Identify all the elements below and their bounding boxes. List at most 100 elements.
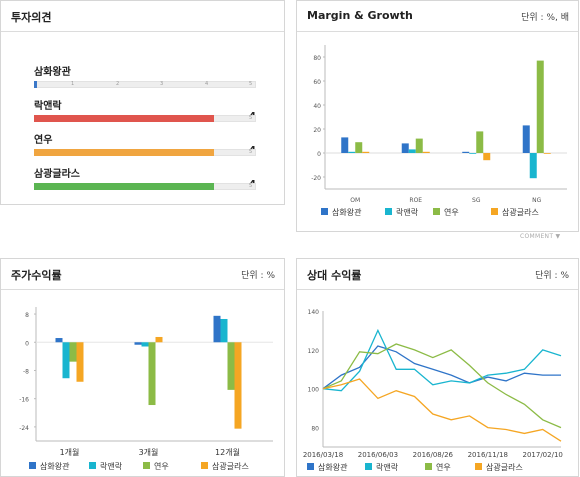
legend-swatch [425,463,432,470]
bar-series-1 [62,342,70,379]
opinion-tick-label: 5 [249,149,253,155]
legend-swatch [29,462,36,469]
margin-title: Margin & Growth [307,9,413,22]
bar-series-2 [476,131,484,153]
legend-label: 락앤락 [396,207,419,217]
bar-series-2 [227,342,235,390]
bar-series-3 [155,336,163,343]
line-series-2 [322,343,562,429]
legend-swatch [475,463,482,470]
legend-swatch [143,462,150,469]
opinion-bar-fill [34,81,37,88]
relative-header: 상대 수익률 단위 : % [297,259,578,290]
legend-label: 연우 [444,208,459,217]
opinion-tick-label: 5 [249,81,253,87]
y-tick-label: -20 [311,175,321,182]
opinion-bar-track: 1 2 3 4 5 [34,81,256,88]
opinion-header: 투자의견 [1,1,284,32]
margin-unit: 단위 : %, 배 [521,13,569,23]
margin-chart: -20 0 20 40 60 80 OM ROE SG NG 삼화왕관 락앤락 연우 삼광글라스 [311,45,567,217]
y-tick-label: 40 [313,103,321,110]
bar-series-2 [69,342,77,362]
bar-series-1 [469,153,477,154]
y-tick-label: 8 [25,312,29,319]
x-tick-label: 1개월 [60,447,80,457]
opinion-row-name: 삼광글라스 [34,169,80,180]
line-series-1 [322,328,562,392]
x-tick-label: ROE [409,197,422,204]
bar-series-3 [422,151,430,153]
legend-swatch [89,462,96,469]
bar-series-2 [415,138,423,153]
x-tick-label: 2016/06/03 [358,451,398,459]
bar-series-0 [55,338,63,343]
bar-series-3 [543,153,551,154]
bar-series-1 [408,149,416,153]
opinion-row-name: 락앤락 [34,101,62,112]
bar-series-3 [362,151,370,153]
legend-swatch [365,463,372,470]
x-tick-label: 2016/03/18 [303,451,343,459]
bar-series-2 [148,342,156,406]
stock-title: 주가수익률 [11,269,62,282]
y-tick-label: 120 [308,348,320,355]
line-series-3 [322,378,562,442]
opinion-bar-fill [34,149,214,156]
y-tick-label: -16 [19,397,29,404]
x-tick-label: 12개월 [215,447,240,457]
relative-panel: 상대 수익률 단위 : % 140 120 100 80 2016/03/18 2016/… [296,258,579,477]
opinion-title: 투자의견 [11,11,52,24]
chevron-down-icon: ▼ [555,233,561,240]
x-tick-label: 3개월 [139,447,159,457]
opinion-row-name: 삼화왕관 [34,67,71,78]
opinion-tick-label: 5 [249,115,253,121]
y-tick-label: 0 [317,151,321,158]
legend-label: 삼광글라스 [486,462,523,472]
y-tick-label: 80 [311,426,319,433]
bar-series-0 [213,315,221,343]
bar-series-2 [536,60,544,153]
opinion-bar-fill [34,115,214,122]
bar-series-1 [348,151,356,153]
legend-label: 삼화왕관 [332,207,362,217]
margin-header: Margin & Growth 단위 : %, 배 [297,1,578,32]
opinion-tick-label: 1 [71,81,75,87]
y-tick-label: -8 [23,368,29,375]
bar-series-1 [220,318,228,343]
x-tick-label: 2016/08/26 [413,451,454,459]
y-tick-label: 20 [313,127,321,134]
bar-series-3 [234,342,242,429]
y-tick-label: 100 [308,387,320,394]
y-tick-label: 80 [313,55,321,62]
bar-series-3 [76,342,84,382]
stock-header: 주가수익률 단위 : % [1,259,284,290]
legend-swatch [201,462,208,469]
legend-label: 삼화왕관 [318,462,348,472]
opinion-tick-label: 2 [116,81,120,87]
opinion-panel: 투자의견 삼화왕관12345락앤락412345연우412345삼광글라스4123… [0,0,285,205]
bar-series-2 [355,142,363,153]
bar-series-0 [462,151,470,153]
x-tick-label: 2017/02/10 [523,451,563,459]
y-tick-label: 0 [25,340,29,347]
stock-unit: 단위 : % [241,271,275,281]
opinion-bar-fill [34,183,214,190]
bar-series-0 [522,125,530,153]
legend-swatch [491,208,498,215]
legend-swatch [433,208,440,215]
legend-label: 연우 [436,463,451,472]
x-tick-label: SG [472,197,481,204]
legend-label: 락앤락 [376,462,399,472]
opinion-tick-label: 4 [205,81,209,87]
comment-link[interactable]: COMMENT ▼ [520,233,560,240]
opinion-row-name: 연우 [34,135,53,146]
bar-series-0 [401,143,409,153]
x-tick-label: NG [532,197,541,204]
y-tick-label: -24 [19,425,29,432]
legend-label: 락앤락 [100,461,123,471]
y-tick-label: 60 [313,79,321,86]
relative-title: 상대 수익률 [307,269,362,282]
legend-label: 삼화왕관 [40,461,70,471]
